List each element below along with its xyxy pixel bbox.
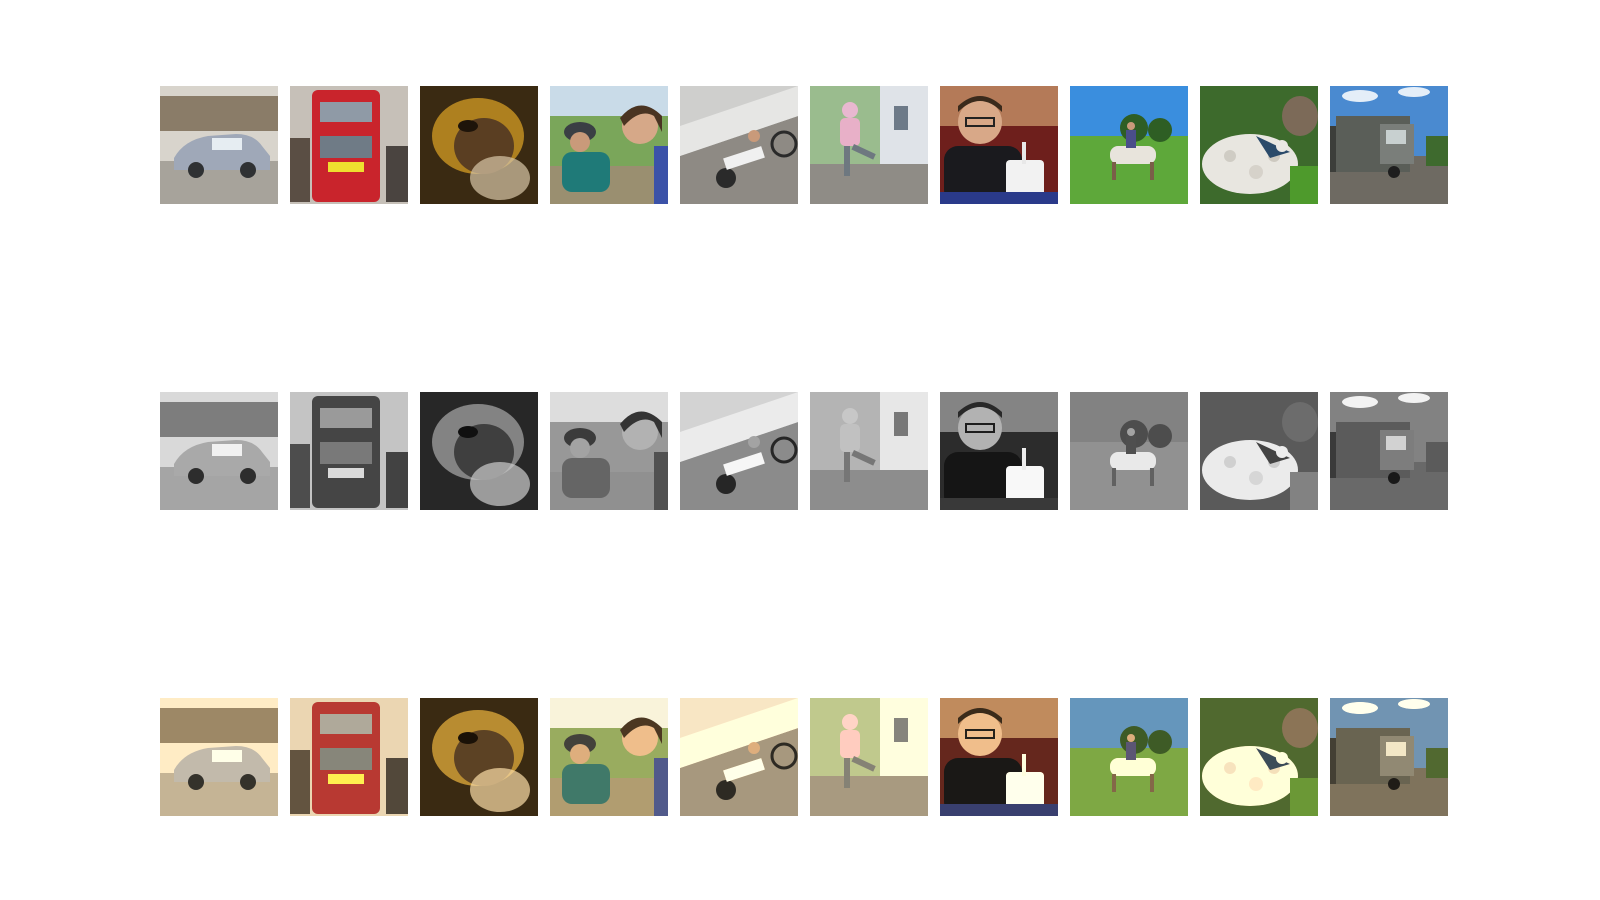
- grayscale-thumbnail-6: [810, 392, 928, 510]
- grayscale-thumbnail-4: [550, 392, 668, 510]
- original-thumbnail-5: [680, 86, 798, 204]
- original-thumbnail-1: [160, 86, 278, 204]
- colorized-thumbnail-4: [550, 698, 668, 816]
- grayscale-thumbnail-5: [680, 392, 798, 510]
- original-thumbnail-2: [290, 86, 408, 204]
- grayscale-thumbnail-8: [1070, 392, 1188, 510]
- colorized-thumbnail-8: [1070, 698, 1188, 816]
- original-thumbnail-7: [940, 86, 1058, 204]
- grayscale-thumbnail-7: [940, 392, 1058, 510]
- original-thumbnail-6: [810, 86, 928, 204]
- grayscale-thumbnail-10: [1330, 392, 1448, 510]
- grayscale-thumbnail-9: [1200, 392, 1318, 510]
- grayscale-thumbnail-3: [420, 392, 538, 510]
- grayscale-thumbnail-1: [160, 392, 278, 510]
- colorized-thumbnail-7: [940, 698, 1058, 816]
- original-thumbnail-10: [1330, 86, 1448, 204]
- original-thumbnail-3: [420, 86, 538, 204]
- colorized-thumbnail-3: [420, 698, 538, 816]
- colorized-thumbnail-5: [680, 698, 798, 816]
- colorized-thumbnail-10: [1330, 698, 1448, 816]
- original-thumbnail-9: [1200, 86, 1318, 204]
- colorized-thumbnail-6: [810, 698, 928, 816]
- colorized-thumbnail-1: [160, 698, 278, 816]
- original-thumbnail-8: [1070, 86, 1188, 204]
- colorized-thumbnail-9: [1200, 698, 1318, 816]
- original-thumbnail-4: [550, 86, 668, 204]
- grayscale-thumbnail-2: [290, 392, 408, 510]
- grayscale-image-row: [160, 392, 1448, 510]
- colorized-thumbnail-2: [290, 698, 408, 816]
- original-image-row: [160, 86, 1448, 204]
- colorized-image-row: [160, 698, 1448, 816]
